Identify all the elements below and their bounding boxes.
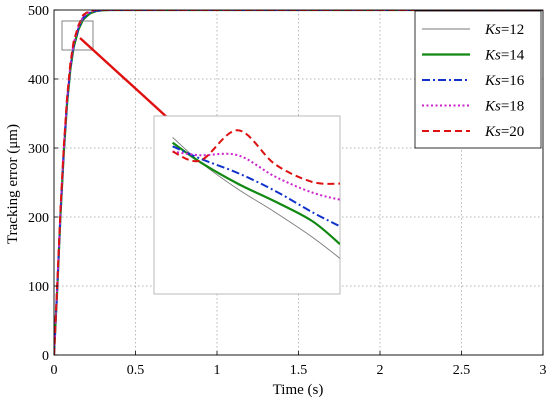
inset-curve-ks-20 xyxy=(172,129,340,185)
x-tick-label: 2.5 xyxy=(453,363,471,378)
legend: Ks=12 Ks=14 Ks=16 Ks=18 Ks=20 xyxy=(414,10,542,149)
y-tick-label: 300 xyxy=(28,142,49,157)
x-tick-label: 2 xyxy=(377,363,384,378)
x-tick-label: 3 xyxy=(540,363,547,378)
x-tick-label: 0.5 xyxy=(127,363,145,378)
legend-label: Ks=12 xyxy=(484,22,524,38)
y-axis-label: Tracking error (μm) xyxy=(5,124,21,244)
x-axis-label: Time (s) xyxy=(273,382,324,398)
inset-frame xyxy=(153,115,341,295)
y-tick-label: 500 xyxy=(28,4,49,19)
zoom-window-box xyxy=(61,20,94,51)
legend-label: Ks=14 xyxy=(484,48,525,64)
legend-label: Ks=20 xyxy=(484,124,524,140)
legend-box xyxy=(414,10,542,149)
series-line-ks-20 xyxy=(54,10,543,355)
inset-curve-ks-18 xyxy=(172,150,340,201)
x-tick-label: 1.5 xyxy=(290,363,308,378)
y-tick-label: 100 xyxy=(28,280,49,295)
x-tick-label: 0 xyxy=(51,363,58,378)
inset-series xyxy=(171,129,340,259)
inset-curve-ks-16 xyxy=(172,145,340,228)
series-line-ks-18 xyxy=(54,10,543,355)
y-tick-label: 200 xyxy=(28,211,49,226)
legend-label: Ks=16 xyxy=(484,73,525,89)
x-axis-ticks: 0 0.5 1 1.5 2 2.5 3 xyxy=(51,351,547,378)
y-axis-ticks: 0 100 200 300 400 500 xyxy=(28,4,58,364)
legend-label: Ks=18 xyxy=(484,99,524,115)
x-tick-label: 1 xyxy=(214,363,221,378)
y-tick-label: 0 xyxy=(42,349,49,364)
y-tick-label: 400 xyxy=(28,73,49,88)
